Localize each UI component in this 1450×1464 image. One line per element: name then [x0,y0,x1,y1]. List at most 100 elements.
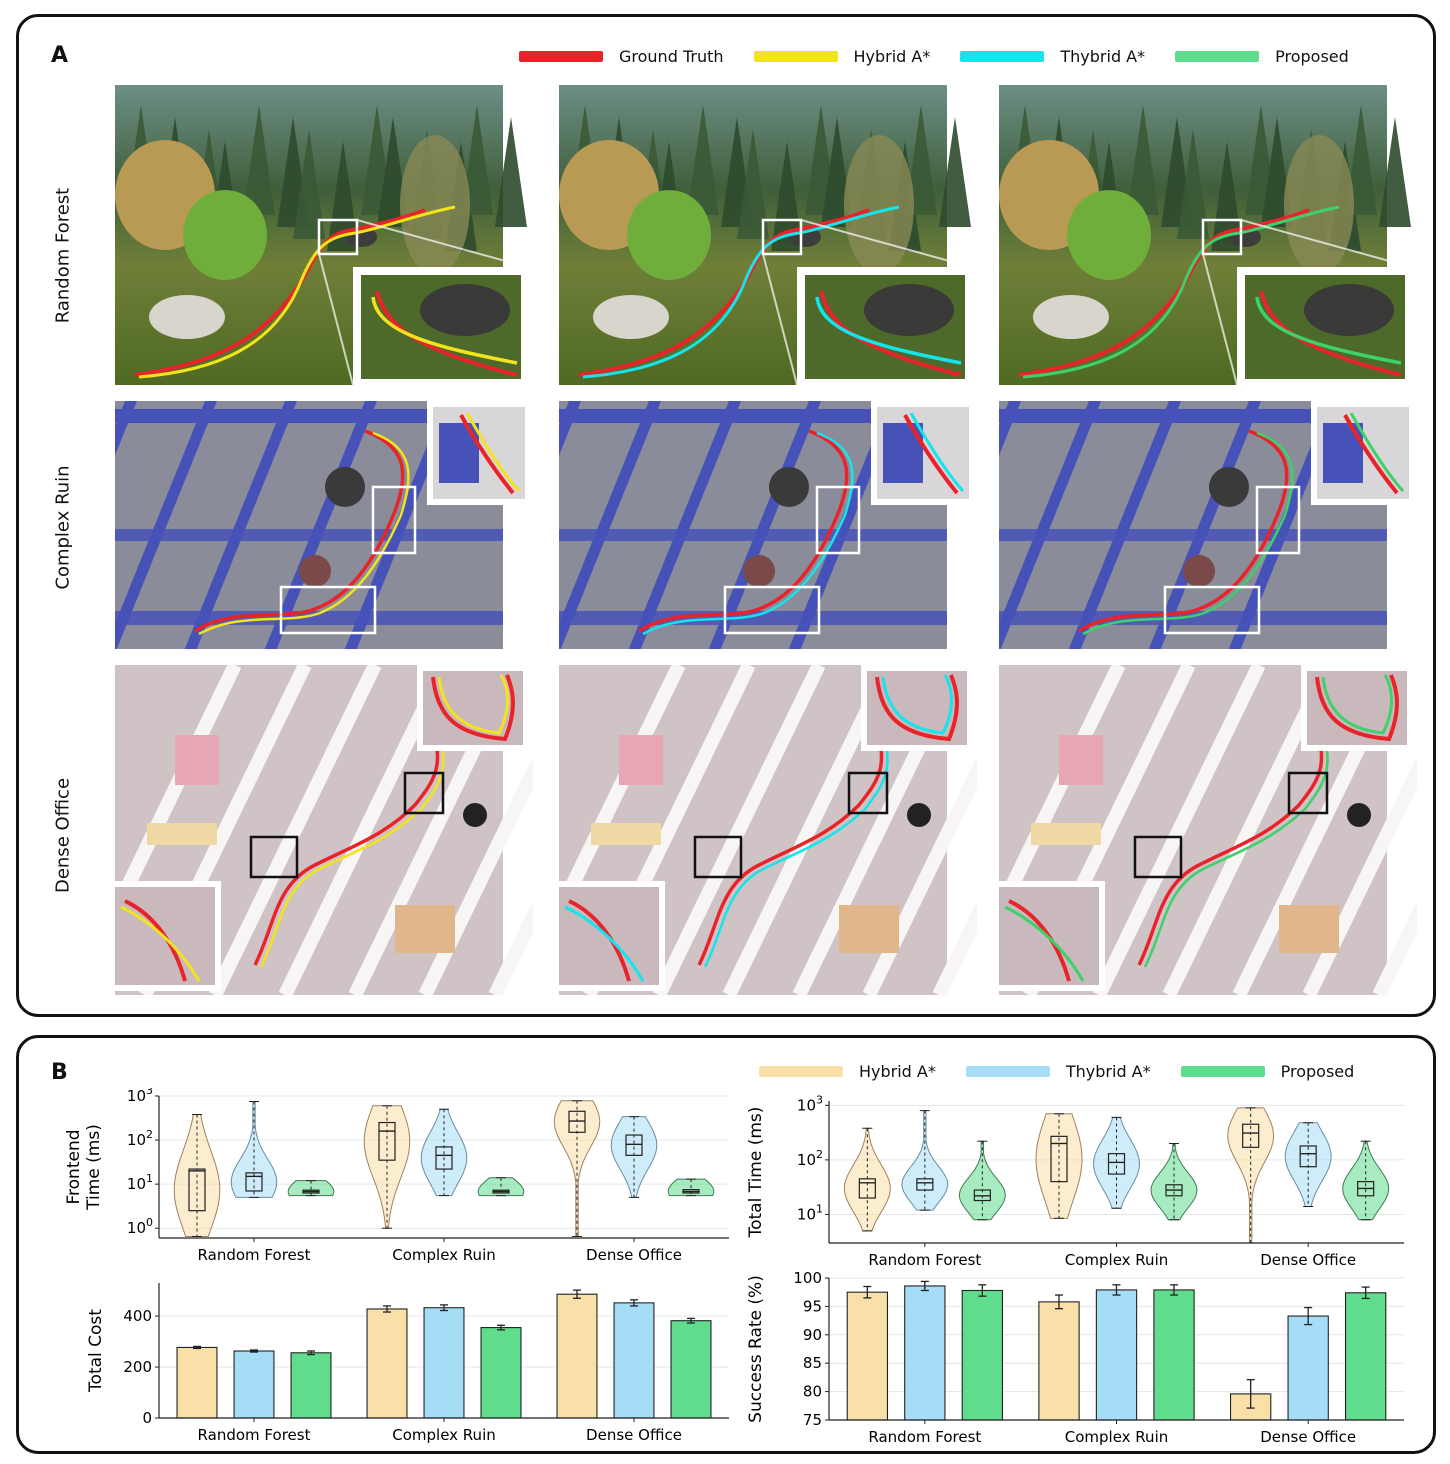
ground-truth-path [194,429,405,633]
bar [176,1346,218,1419]
scene-office-1 [115,665,533,995]
y-axis-label: Success Rate (%) [746,1275,766,1423]
method-path [1022,205,1340,379]
inset-ground-truth-path [431,674,515,742]
legend-label: Proposed [1280,1062,1355,1081]
y-tick-exponent: 1 [816,1202,823,1215]
pine-tree-icon [461,105,493,215]
method-path [259,726,445,968]
inset-method-path [1255,296,1402,365]
method-path [1143,726,1329,968]
zoom-connector [762,253,798,385]
pine-tree-icon [293,129,325,239]
legend-item-hybrid-a: Hybrid A* [753,47,931,66]
y-tick-label: 100 [793,1269,822,1287]
panel-b-legend: Hybrid A* Thybrid A* Proposed [759,1062,1384,1081]
y-axis-label-line: Frontend [64,1129,84,1204]
inset-ground-truth-path [568,899,631,982]
sofa-icon [1059,735,1103,785]
ruin-wall [115,529,503,541]
inset-method-path [1349,412,1405,493]
violin-body [1035,1113,1083,1219]
zoom-connector [318,253,354,385]
box-iqr [625,1134,643,1156]
legend-swatch [753,51,838,62]
ruin-wall [559,409,947,423]
y-tick-label: 95 [803,1297,822,1315]
scene-svg [999,401,1415,649]
y-tick-base: 10 [127,1088,146,1105]
x-tick-label: Dense Office [1260,1428,1356,1446]
inset-method-path [909,412,965,493]
scene-forest-2 [559,85,977,385]
ruin-wall [999,529,1387,541]
zoom-box [279,585,377,635]
bar [1095,1289,1138,1421]
scene-ruin-2 [559,401,977,649]
table-icon [839,905,899,953]
ruin-wall [999,611,1387,625]
method-path [138,205,456,379]
y-tick-base: 10 [797,1151,816,1169]
scene-ruin-1 [115,401,533,649]
scene-office-3 [999,665,1417,995]
scene-svg [115,401,531,649]
box-iqr [916,1178,934,1191]
box-iqr [858,1178,876,1199]
legend-label: Hybrid A* [853,47,931,66]
y-tick-base: 10 [797,1205,816,1223]
legend-label: Ground Truth [619,47,724,66]
zoom-box [761,218,803,256]
ruin-block [883,423,923,483]
method-path [582,205,900,379]
ruin-wall [115,409,503,423]
zoom-box [1163,585,1261,635]
inset-ground-truth-path [1343,414,1399,495]
legend-swatch [960,51,1045,62]
green-tree-icon [1067,190,1151,280]
pine-tree-icon [243,105,275,215]
ruin-block [439,423,479,483]
bar [366,1308,408,1419]
x-tick-label: Complex Ruin [1065,1428,1169,1446]
scene-svg [559,665,977,995]
method-path [703,726,889,968]
bar [1344,1292,1387,1421]
zoom-box [1255,485,1301,555]
y-axis-label-line: Success Rate (%) [746,1275,766,1423]
y-tick-base: 10 [797,1096,816,1114]
rock-icon [864,284,954,336]
legend-item-ground-truth: Ground Truth [519,47,724,66]
bar [670,1320,712,1419]
legend-swatch [965,1066,1050,1077]
pine-tree-icon [1177,129,1209,239]
y-axis-label: Total Cost [86,1309,106,1393]
y-tick-label: 400 [123,1307,152,1325]
violin-body [843,1127,891,1232]
y-axis-label-line: Total Time (ms) [746,1107,766,1239]
rock-icon [149,295,225,339]
legend-label: Thybrid A* [1065,1062,1151,1081]
zoom-box [403,771,445,815]
ruin-wall [999,409,1387,423]
machinery-icon [743,555,775,587]
panel-a-legend: Ground Truth Hybrid A* Thybrid A* Propos… [519,47,1379,66]
legend-swatch [519,51,603,62]
y-tick-label: 101 [127,1172,153,1193]
inset-method-path [437,674,509,735]
legend-swatch [1180,1066,1265,1077]
zoom-box [1201,218,1243,256]
machinery-icon [1209,467,1249,507]
inset-ground-truth-path [459,414,515,495]
inset-method-path [371,296,518,365]
ruin-wall [559,611,947,625]
pine-tree-icon [939,117,971,227]
sofa-icon [175,735,219,785]
zoom-connector [1240,219,1412,268]
panel-a: A Ground Truth Hybrid A* Thybrid A* Prop… [16,14,1436,1017]
chair-icon [907,803,931,827]
pine-tree-icon [327,141,359,251]
zoom-box [815,485,861,555]
bar [233,1350,275,1419]
